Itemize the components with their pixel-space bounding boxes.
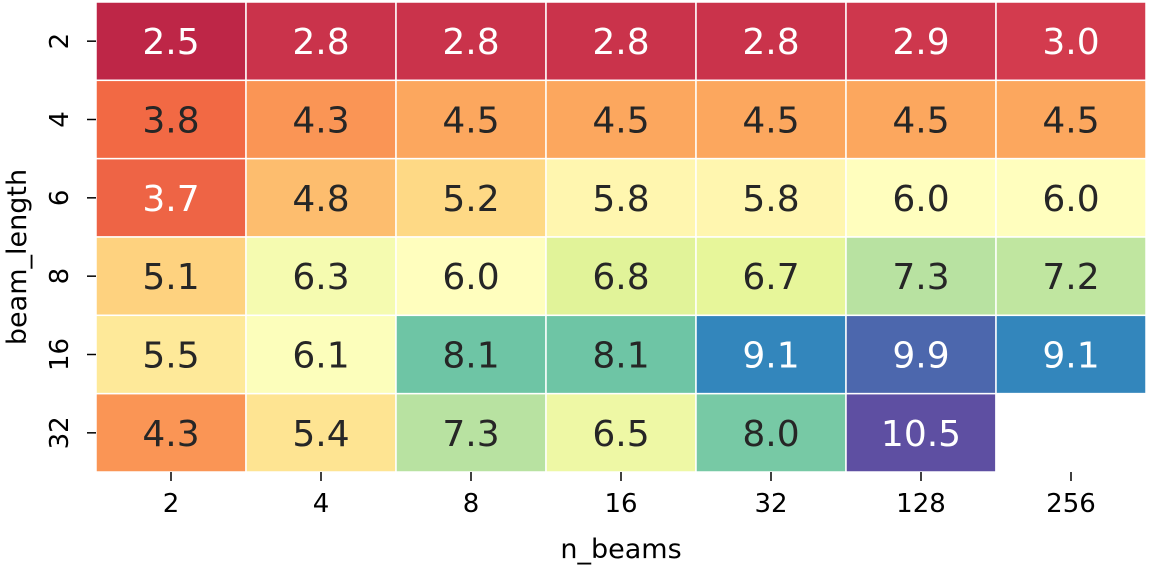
heatmap-cell-value: 7.3 (892, 257, 949, 298)
x-tick-label: 16 (604, 489, 637, 519)
heatmap-cell-value: 4.5 (592, 101, 649, 142)
heatmap-cell (245, 157, 397, 238)
y-tick-label: 4 (45, 111, 75, 128)
y-axis-label: beam_length (2, 169, 33, 345)
heatmap-cell (545, 236, 697, 317)
heatmap-cell (695, 157, 847, 238)
y-tick-label: 16 (45, 338, 75, 371)
heatmap-cell-value: 4.5 (442, 101, 499, 142)
heatmap-cell-value: 5.5 (142, 336, 199, 377)
heatmap-cell-value: 4.3 (292, 101, 349, 142)
heatmap-cell (695, 392, 847, 473)
y-tick-label: 32 (45, 416, 75, 449)
heatmap-cell-value: 2.5 (142, 22, 199, 63)
heatmap-cell (545, 157, 697, 238)
heatmap-cell (845, 236, 997, 317)
heatmap-cell-value: 5.8 (592, 179, 649, 220)
heatmap-cell-value: 9.9 (892, 336, 949, 377)
heatmap-cell-value: 3.7 (142, 179, 199, 220)
heatmap-cell (545, 392, 697, 473)
x-tick-label: 32 (754, 489, 787, 519)
heatmap-cell-value: 6.3 (292, 257, 349, 298)
heatmap-cell-value: 7.2 (1042, 257, 1099, 298)
heatmap-cell (845, 1, 997, 82)
heatmap-cell-value: 5.1 (142, 257, 199, 298)
heatmap-cell-value: 3.0 (1042, 22, 1099, 63)
heatmap-cell (995, 236, 1147, 317)
heatmap-cell-value: 5.4 (292, 414, 349, 455)
heatmap-cell (395, 157, 547, 238)
heatmap-cells: 2.5 2.8 2.8 2.8 2.8 2.9 3.0 3.8 4.3 4.5 4.5 4.5 4.5 4… (95, 1, 1147, 473)
heatmap-cell-value: 4.5 (1042, 101, 1099, 142)
heatmap-cell-value: 2.9 (892, 22, 949, 63)
heatmap-cell-value: 8.1 (592, 336, 649, 377)
y-axis-ticks: 2 4 6 8 16 32 (45, 33, 96, 449)
heatmap-cell-value: 6.5 (592, 414, 649, 455)
heatmap-cell-value: 6.0 (892, 179, 949, 220)
heatmap-cell-value: 8.1 (442, 336, 499, 377)
heatmap-cell-value: 6.0 (442, 257, 499, 298)
heatmap-cell-value: 2.8 (592, 22, 649, 63)
heatmap-cell-value: 6.0 (1042, 179, 1099, 220)
heatmap-cell-value: 6.1 (292, 336, 349, 377)
heatmap-cell (245, 236, 397, 317)
y-tick-label: 6 (45, 190, 75, 207)
heatmap-cell (95, 314, 247, 395)
y-tick-label: 2 (45, 33, 75, 50)
heatmap-cell (245, 392, 397, 473)
x-tick-label: 2 (163, 489, 180, 519)
heatmap-cell-value: 6.8 (592, 257, 649, 298)
heatmap-cell (95, 236, 247, 317)
heatmap-cell-value: 4.5 (742, 101, 799, 142)
heatmap-cell-value: 4.3 (142, 414, 199, 455)
x-tick-label: 8 (463, 489, 480, 519)
heatmap-cell (545, 1, 697, 82)
heatmap-cell (395, 392, 547, 473)
heatmap-cell-value: 9.1 (1042, 336, 1099, 377)
x-tick-label: 128 (896, 489, 946, 519)
heatmap-cell (95, 1, 247, 82)
heatmap-cell (395, 79, 547, 160)
heatmap-cell-empty (995, 392, 1147, 473)
heatmap-cell (695, 79, 847, 160)
heatmap-cell-value: 4.5 (892, 101, 949, 142)
x-tick-label: 4 (313, 489, 330, 519)
heatmap-cell (995, 79, 1147, 160)
heatmap-cell-value: 8.0 (742, 414, 799, 455)
heatmap-cell-value: 9.1 (742, 336, 799, 377)
heatmap-cell (845, 157, 997, 238)
x-tick-label: 256 (1046, 489, 1096, 519)
heatmap-cell-value: 2.8 (292, 22, 349, 63)
heatmap-cell (395, 1, 547, 82)
heatmap-cell-value: 2.8 (442, 22, 499, 63)
heatmap-cell (245, 1, 397, 82)
heatmap-cell-value: 10.5 (881, 414, 961, 455)
y-tick-label: 8 (45, 268, 75, 285)
heatmap-cell (995, 157, 1147, 238)
heatmap-cell-value: 3.8 (142, 101, 199, 142)
heatmap-cell-value: 5.2 (442, 179, 499, 220)
x-axis-label: n_beams (560, 534, 681, 565)
heatmap-cell-value: 7.3 (442, 414, 499, 455)
heatmap-cell-value: 4.8 (292, 179, 349, 220)
heatmap-cell (395, 314, 547, 395)
heatmap-cell-value: 2.8 (742, 22, 799, 63)
heatmap-cell-value: 5.8 (742, 179, 799, 220)
heatmap-cell (95, 392, 247, 473)
x-axis-ticks: 2 4 8 16 32 128 256 (163, 472, 1096, 519)
heatmap-cell-value: 6.7 (742, 257, 799, 298)
